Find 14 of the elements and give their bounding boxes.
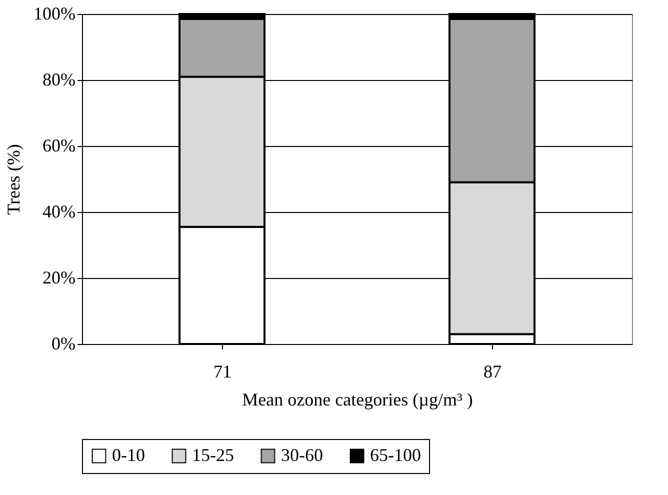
legend-label: 30-60 [281, 445, 323, 465]
y-tick-label: 80% [42, 70, 76, 90]
legend-label: 0-10 [112, 445, 145, 465]
y-tick-label: 0% [52, 334, 76, 354]
y-axis-title: Trees (%) [4, 144, 24, 215]
legend-label: 65-100 [370, 445, 421, 465]
x-tick-label: 87 [484, 362, 502, 382]
y-tick-label: 100% [34, 4, 76, 24]
legend-label: 15-25 [192, 445, 234, 465]
y-tick-label: 20% [42, 268, 76, 288]
x-tick-label: 71 [214, 362, 232, 382]
x-axis-title: Mean ozone categories (µg/m³ ) [242, 390, 473, 410]
y-tick-label: 60% [42, 136, 76, 156]
y-tick-label: 40% [42, 202, 76, 222]
